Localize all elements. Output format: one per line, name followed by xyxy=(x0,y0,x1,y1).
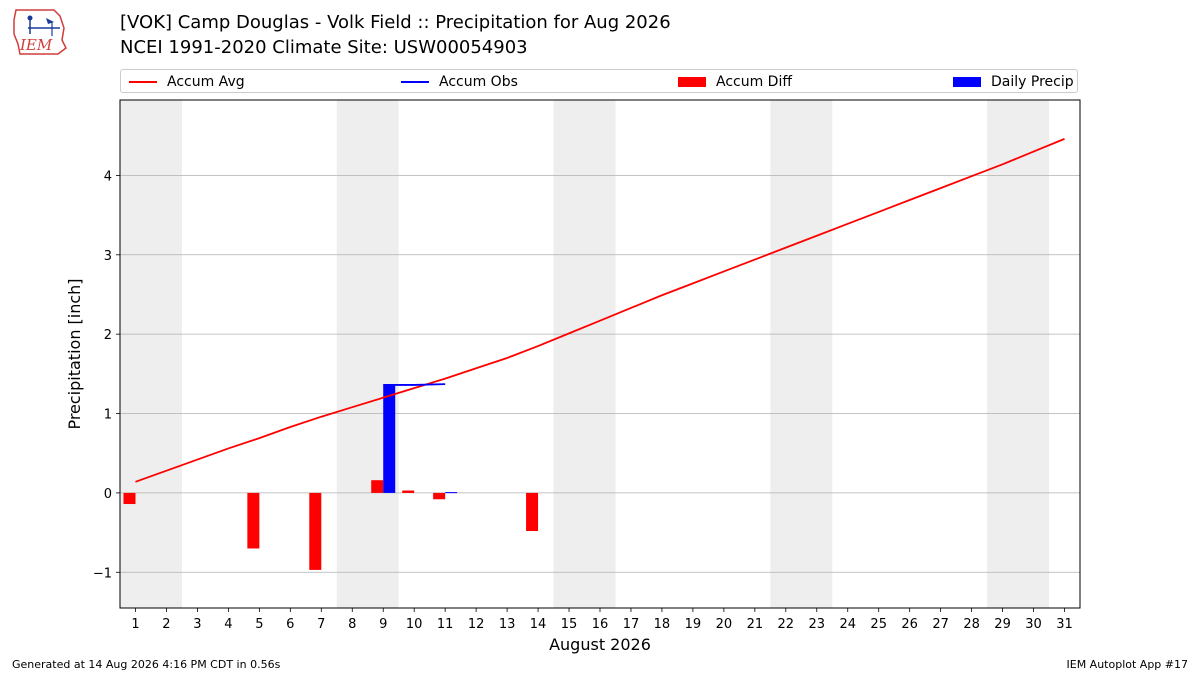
weekend-shade xyxy=(553,100,616,608)
x-tick-label: 6 xyxy=(286,617,294,632)
accum-obs-line xyxy=(383,383,446,386)
accum-avg-line xyxy=(135,138,1065,483)
x-tick-label: 19 xyxy=(685,617,702,632)
y-tick-label: 3 xyxy=(104,249,112,264)
legend-swatch-daily-precip xyxy=(953,77,981,87)
daily-precip-bar xyxy=(383,384,396,493)
x-tick-label: 18 xyxy=(654,617,671,632)
chart-title: [VOK] Camp Douglas - Volk Field :: Preci… xyxy=(120,12,671,33)
accum-diff-bar xyxy=(402,490,415,493)
x-tick-label: 27 xyxy=(932,617,949,632)
accum-diff-bar xyxy=(247,492,260,549)
legend-swatch-accum-diff xyxy=(678,77,706,87)
weekend-shade xyxy=(336,100,399,608)
legend-label: Accum Obs xyxy=(439,74,518,90)
x-tick-label: 20 xyxy=(716,617,733,632)
x-tick-label: 23 xyxy=(809,617,826,632)
y-tick-label: 2 xyxy=(104,328,112,343)
legend-label: Accum Avg xyxy=(167,74,245,90)
weekend-shade xyxy=(770,100,833,608)
legend-label: Accum Diff xyxy=(716,74,793,90)
legend-swatch-accum-obs xyxy=(401,81,429,83)
weekend-shade xyxy=(987,100,1050,608)
plot-frame xyxy=(119,99,1081,609)
x-tick-label: 14 xyxy=(530,617,547,632)
x-tick-label: 2 xyxy=(162,617,170,632)
legend-label: Daily Precip xyxy=(991,74,1074,90)
x-tick-label: 25 xyxy=(870,617,887,632)
x-tick-label: 29 xyxy=(994,617,1011,632)
x-tick-label: 15 xyxy=(561,617,578,632)
x-tick-label: 3 xyxy=(193,617,201,632)
accum-diff-bar xyxy=(371,480,384,493)
x-tick-label: 8 xyxy=(348,617,356,632)
logo-text: IEM xyxy=(19,36,53,54)
iem-logo: IEM xyxy=(13,9,67,55)
x-tick-label: 4 xyxy=(224,617,232,632)
legend-swatch-accum-avg xyxy=(129,81,157,83)
chart-subtitle: NCEI 1991-2020 Climate Site: USW00054903 xyxy=(120,37,528,58)
legend-item-accum-obs: Accum Obs xyxy=(401,73,518,91)
x-tick-label: 22 xyxy=(778,617,795,632)
footer-generated: Generated at 14 Aug 2026 4:16 PM CDT in … xyxy=(12,658,281,671)
x-tick-label: 12 xyxy=(468,617,485,632)
y-tick-label: 0 xyxy=(104,487,112,502)
accum-diff-bar xyxy=(526,492,539,532)
x-tick-label: 10 xyxy=(406,617,423,632)
x-tick-label: 31 xyxy=(1056,617,1073,632)
accum-diff-bar xyxy=(123,492,136,505)
legend: Accum Avg Accum Obs Accum Diff Daily Pre… xyxy=(120,69,1078,93)
x-tick-label: 28 xyxy=(963,617,980,632)
y-axis-label: Precipitation [inch] xyxy=(65,278,84,429)
accum-diff-bar xyxy=(309,492,322,570)
accum-diff-bar xyxy=(433,492,446,500)
x-tick-label: 1 xyxy=(131,617,139,632)
x-axis-label: August 2026 xyxy=(549,635,651,654)
footer-app-id: IEM Autoplot App #17 xyxy=(1066,658,1189,671)
daily-precip-bar xyxy=(445,492,458,494)
x-tick-label: 16 xyxy=(592,617,609,632)
y-tick-label: 1 xyxy=(104,408,112,423)
x-tick-label: 5 xyxy=(255,617,263,632)
x-tick-label: 30 xyxy=(1025,617,1042,632)
legend-item-accum-diff: Accum Diff xyxy=(678,73,792,91)
weekend-shade xyxy=(120,100,182,608)
x-tick-label: 9 xyxy=(379,617,387,632)
x-tick-label: 26 xyxy=(901,617,918,632)
x-tick-label: 13 xyxy=(499,617,516,632)
x-tick-label: 11 xyxy=(437,617,454,632)
legend-item-daily-precip: Daily Precip xyxy=(953,73,1074,91)
y-tick-label: −1 xyxy=(93,566,112,581)
y-tick-label: 4 xyxy=(104,169,112,184)
legend-item-accum-avg: Accum Avg xyxy=(129,73,245,91)
x-tick-label: 21 xyxy=(747,617,764,632)
x-tick-label: 7 xyxy=(317,617,325,632)
x-tick-label: 24 xyxy=(839,617,856,632)
x-tick-label: 17 xyxy=(623,617,640,632)
